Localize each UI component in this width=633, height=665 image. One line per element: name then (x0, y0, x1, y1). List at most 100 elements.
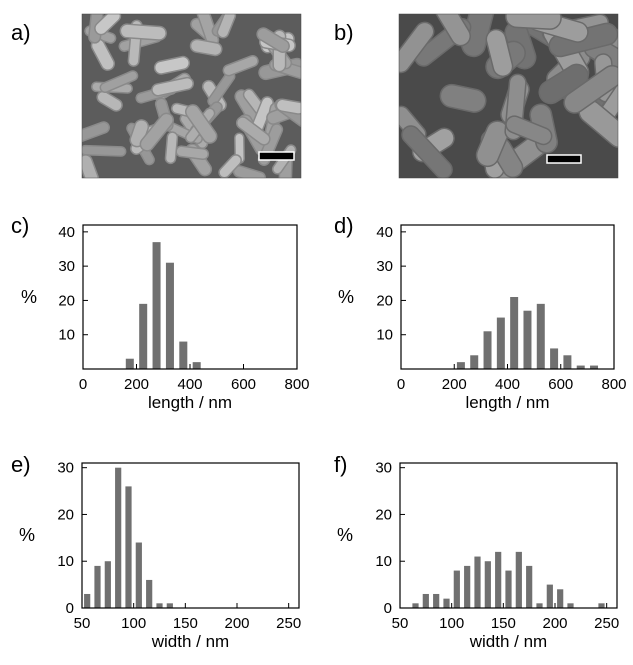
y-tick-label: 10 (376, 327, 393, 344)
panel-e-label: e) (11, 452, 31, 477)
bar (156, 603, 163, 608)
x-tick-label: 0 (397, 376, 405, 393)
particle (96, 90, 123, 112)
y-axis-label: % (337, 525, 353, 545)
x-tick-label: 200 (224, 615, 249, 632)
particle (216, 14, 237, 39)
x-tick-label: 400 (495, 376, 520, 393)
y-tick-label: 40 (376, 224, 393, 241)
x-tick-label: 0 (79, 376, 87, 393)
particle (475, 120, 510, 168)
bar (523, 310, 532, 369)
y-tick-label: 20 (57, 506, 74, 523)
y-axis-label: % (21, 287, 37, 307)
y-tick-label: 20 (375, 506, 392, 523)
bar (590, 365, 599, 369)
particle (439, 83, 487, 113)
particle (82, 121, 110, 144)
particle (218, 154, 242, 178)
sem-image-b (399, 14, 618, 178)
bar (546, 584, 553, 608)
bar (125, 486, 132, 608)
particle (139, 112, 175, 152)
bar (567, 603, 574, 608)
bar (422, 593, 429, 608)
bar (474, 556, 481, 608)
sem-b-particles (399, 14, 618, 178)
plot-frame (81, 462, 300, 609)
x-tick-label: 150 (491, 615, 516, 632)
particle (485, 28, 514, 78)
panel-a-label: a) (11, 20, 31, 45)
bar (470, 355, 479, 369)
particle (94, 14, 122, 36)
x-tick-label: 150 (173, 615, 198, 632)
x-axis-title: length / nm (148, 393, 232, 412)
bar (166, 603, 173, 608)
bar (515, 551, 522, 608)
bar (495, 551, 502, 608)
y-tick-label: 10 (57, 553, 74, 570)
y-tick-label: 10 (58, 327, 75, 344)
bar (536, 603, 543, 608)
bar (576, 365, 585, 369)
bar (453, 570, 460, 608)
sem-b-frame (398, 13, 619, 179)
x-axis-title: width / nm (151, 632, 229, 651)
plot-frame (400, 224, 615, 370)
histogram-e: e)% 0 10 20 30 50 100 150 200 250 width / nm (11, 452, 301, 651)
y-tick-label: 30 (57, 460, 74, 477)
x-tick-label: 100 (439, 615, 464, 632)
particle (401, 125, 453, 178)
panel-a: a) (11, 13, 302, 179)
y-tick-label: 20 (58, 292, 75, 309)
bar (563, 355, 572, 369)
bar (152, 242, 161, 369)
particle (256, 27, 290, 53)
x-tick-label: 400 (177, 376, 202, 393)
panel-d-label: d) (334, 213, 354, 238)
particle (164, 131, 179, 165)
particle (153, 55, 191, 75)
x-tick-label: 50 (74, 615, 91, 632)
particle (99, 70, 139, 94)
y-tick-label: 0 (66, 600, 74, 617)
sem-image-a (82, 14, 301, 178)
x-tick-label: 800 (601, 376, 626, 393)
bar (433, 593, 440, 608)
bar (505, 570, 512, 608)
particle (119, 23, 167, 41)
histogram-f: f)% 0 10 20 30 50 100 150 200 250 width / nm (334, 452, 619, 651)
particle (235, 116, 271, 146)
particle (563, 65, 618, 114)
bar (557, 589, 564, 608)
particle (275, 98, 301, 115)
sem-a-frame (81, 13, 302, 179)
plot-frame (82, 224, 298, 370)
bar (483, 331, 492, 369)
y-tick-label: 20 (376, 292, 393, 309)
bar (536, 303, 545, 369)
particle (222, 55, 259, 77)
x-tick-label: 600 (231, 376, 256, 393)
bar (526, 565, 533, 608)
particle (82, 154, 99, 178)
bar (412, 603, 419, 608)
x-tick-label: 800 (284, 376, 309, 393)
bar (84, 593, 91, 608)
bar (464, 565, 471, 608)
panel-b: b) (334, 13, 619, 179)
sem-a-particles (82, 14, 301, 178)
x-tick-label: 200 (124, 376, 149, 393)
y-axis-label: % (19, 525, 35, 545)
bar (179, 341, 188, 369)
y-axis-label: % (338, 287, 354, 307)
bar (510, 297, 519, 369)
x-tick-label: 100 (121, 615, 146, 632)
panel-c-label: c) (11, 213, 29, 238)
bar (125, 358, 134, 369)
particle (505, 14, 562, 30)
bar (115, 467, 122, 608)
